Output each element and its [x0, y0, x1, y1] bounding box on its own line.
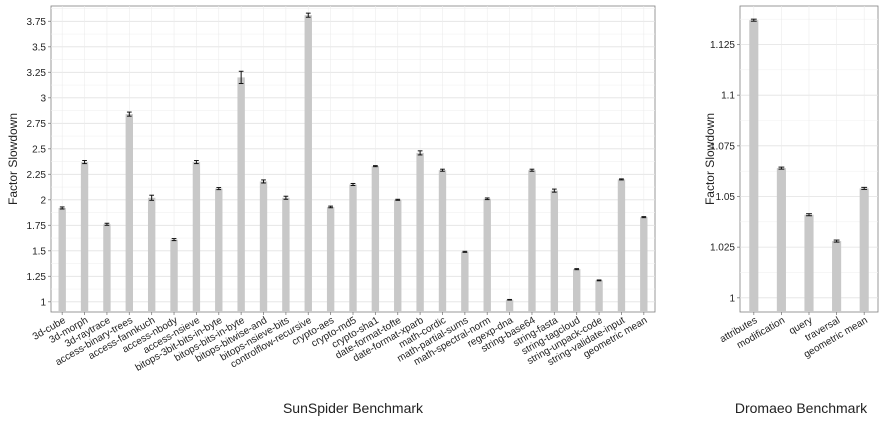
- bar: [349, 184, 357, 312]
- bar: [326, 206, 335, 312]
- bar: [595, 280, 603, 312]
- y-tick-label: 2.5: [32, 144, 46, 155]
- bar: [103, 224, 111, 312]
- bar: [749, 20, 759, 313]
- bar: [859, 188, 869, 312]
- y-axis-label: Factor Slowdown: [703, 113, 717, 205]
- bar: [483, 198, 491, 312]
- x-axis-title: SunSpider Benchmark: [283, 400, 424, 416]
- bar: [438, 170, 447, 312]
- bar: [640, 217, 648, 312]
- y-tick-label: 3.75: [27, 17, 47, 28]
- y-tick-label: 1.075: [710, 141, 735, 152]
- bar: [282, 197, 290, 312]
- bar: [147, 197, 156, 312]
- bar: [776, 168, 786, 312]
- bar: [371, 166, 380, 312]
- bar: [461, 251, 469, 312]
- bar: [259, 181, 268, 312]
- bar: [125, 114, 133, 313]
- bar: [617, 179, 626, 312]
- y-tick-label: 1.025: [710, 243, 735, 254]
- bar: [804, 214, 814, 312]
- bar: [304, 15, 312, 313]
- y-tick-label: 2: [40, 195, 46, 206]
- bar: [573, 269, 581, 312]
- chart-panel-2: 11.0251.051.0751.11.125attributesmodific…: [703, 5, 879, 416]
- y-tick-label: 1.05: [716, 192, 736, 203]
- bar: [550, 190, 559, 312]
- x-axis-title: Dromaeo Benchmark: [735, 400, 868, 416]
- bar: [832, 241, 842, 312]
- y-tick-label: 1.75: [27, 221, 47, 232]
- y-tick-label: 1.5: [32, 246, 46, 257]
- bar: [58, 207, 66, 312]
- y-axis-label: Factor Slowdown: [6, 113, 20, 205]
- y-tick-label: 1.25: [27, 272, 47, 283]
- bar: [528, 170, 536, 312]
- y-tick-label: 1.1: [721, 91, 735, 102]
- bar: [416, 152, 424, 312]
- y-tick-label: 3.5: [32, 42, 46, 53]
- bar: [170, 239, 178, 312]
- y-tick-label: 1.125: [710, 40, 735, 51]
- y-tick-label: 2.75: [27, 119, 47, 130]
- bar: [237, 77, 245, 313]
- y-tick-label: 1: [40, 297, 46, 308]
- bar: [215, 188, 223, 312]
- y-tick-label: 1: [729, 293, 735, 304]
- bar: [80, 162, 89, 312]
- bar: [505, 299, 514, 312]
- bar: [192, 162, 201, 312]
- y-tick-label: 2.25: [27, 170, 47, 181]
- y-tick-label: 3.25: [27, 68, 47, 79]
- bar: [394, 199, 402, 312]
- chart-panel-1: 11.251.51.7522.252.52.7533.253.53.753d-c…: [6, 5, 656, 416]
- y-tick-label: 3: [40, 93, 46, 104]
